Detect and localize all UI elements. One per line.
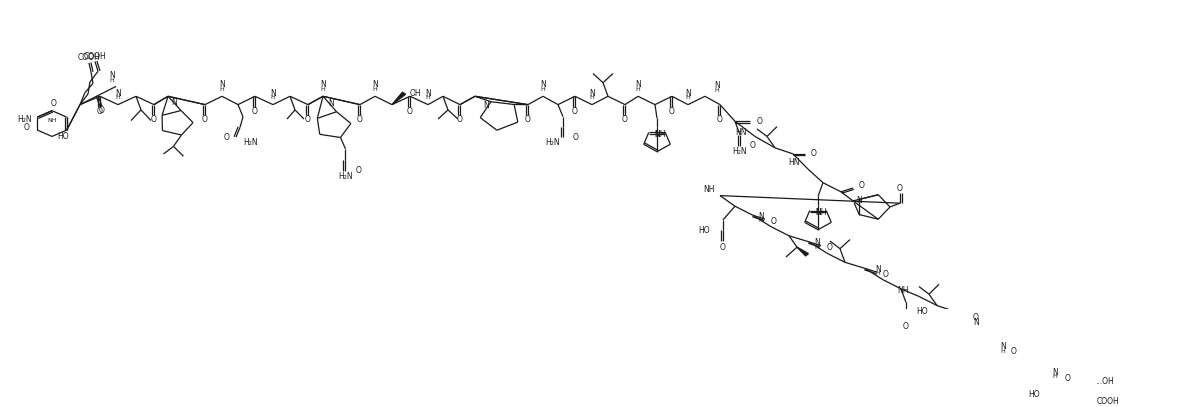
Text: HN: HN: [789, 158, 800, 168]
Text: O: O: [771, 217, 777, 226]
Text: O: O: [224, 133, 230, 142]
Text: O: O: [457, 115, 463, 124]
Polygon shape: [797, 247, 809, 256]
Text: H₂N: H₂N: [338, 173, 353, 182]
Text: H: H: [875, 271, 880, 276]
Text: N: N: [220, 81, 224, 90]
Text: H: H: [758, 218, 763, 223]
Polygon shape: [392, 92, 405, 105]
Text: N: N: [635, 81, 641, 90]
Text: O: O: [757, 117, 763, 126]
Text: NH: NH: [898, 286, 909, 295]
Text: N: N: [483, 101, 489, 110]
Text: N: N: [685, 89, 691, 98]
Text: O: O: [717, 115, 723, 124]
Text: H: H: [541, 87, 546, 92]
Text: H: H: [425, 95, 430, 100]
Text: H: H: [220, 87, 224, 92]
Text: N: N: [814, 238, 820, 247]
Text: O: O: [973, 313, 979, 322]
Text: HN: HN: [736, 128, 748, 137]
Text: N: N: [973, 318, 979, 328]
Text: N: N: [171, 98, 177, 107]
Text: O: O: [407, 107, 413, 116]
Text: HO: HO: [916, 307, 927, 316]
Text: COOH: COOH: [78, 53, 100, 62]
Text: O: O: [24, 123, 30, 132]
Text: H: H: [589, 95, 594, 100]
Text: O: O: [99, 106, 105, 115]
Text: H₂N: H₂N: [732, 147, 748, 156]
Text: O: O: [355, 166, 361, 175]
Text: O: O: [573, 133, 579, 142]
Text: COOH: COOH: [84, 52, 106, 61]
Text: H₂N: H₂N: [243, 138, 257, 147]
Text: N: N: [758, 212, 764, 221]
Text: H: H: [116, 95, 120, 100]
Text: O: O: [97, 107, 103, 116]
Text: O: O: [202, 115, 208, 124]
Polygon shape: [1079, 382, 1090, 392]
Text: N: N: [1000, 342, 1006, 351]
Text: N: N: [270, 89, 276, 98]
Text: N: N: [856, 197, 862, 206]
Text: NH: NH: [815, 208, 827, 217]
Text: O: O: [827, 243, 833, 252]
Text: O: O: [670, 107, 674, 116]
Text: O: O: [357, 115, 363, 124]
Text: H: H: [373, 87, 378, 92]
Text: H₂N: H₂N: [546, 138, 560, 147]
Text: H: H: [110, 78, 115, 83]
Text: O: O: [720, 243, 726, 252]
Text: N: N: [425, 89, 431, 98]
Text: N: N: [320, 81, 326, 90]
Text: H: H: [1052, 374, 1057, 379]
Text: NH: NH: [47, 118, 57, 123]
Text: O: O: [305, 115, 311, 124]
Text: O: O: [883, 270, 889, 279]
Text: H: H: [270, 95, 275, 100]
Text: HO: HO: [57, 132, 68, 141]
Text: H: H: [815, 245, 820, 249]
Text: COOH: COOH: [1097, 396, 1120, 405]
Text: O: O: [1011, 347, 1017, 356]
Text: O: O: [252, 107, 257, 116]
Text: N: N: [815, 208, 821, 217]
Text: HO: HO: [1029, 390, 1039, 400]
Text: H₂N: H₂N: [18, 115, 32, 124]
Text: N: N: [1052, 368, 1058, 377]
Text: O: O: [1065, 374, 1071, 383]
Text: O: O: [526, 115, 531, 124]
Text: H: H: [320, 87, 326, 92]
Text: O: O: [151, 115, 157, 124]
Text: OH: OH: [410, 89, 422, 98]
Text: H: H: [715, 88, 719, 93]
Text: N: N: [328, 99, 334, 108]
Text: N: N: [715, 81, 720, 90]
Text: ...OH: ...OH: [1095, 377, 1114, 386]
Text: N: N: [115, 89, 120, 98]
Text: HO: HO: [698, 226, 710, 235]
Text: H: H: [1000, 348, 1005, 354]
Text: H: H: [635, 87, 640, 92]
Text: NH: NH: [654, 130, 665, 139]
Text: N: N: [589, 89, 595, 98]
Text: NH: NH: [704, 185, 715, 194]
Text: O: O: [51, 99, 57, 108]
Text: N: N: [875, 265, 881, 274]
Text: O: O: [903, 322, 909, 331]
Text: O: O: [622, 115, 628, 124]
Text: O: O: [750, 141, 756, 150]
Text: N: N: [109, 71, 115, 80]
Text: H: H: [686, 95, 691, 100]
Text: O: O: [572, 107, 578, 116]
Text: O: O: [811, 149, 817, 158]
Text: N: N: [540, 81, 546, 90]
Text: N: N: [372, 81, 378, 90]
Text: O: O: [898, 184, 903, 193]
Text: N: N: [654, 130, 660, 139]
Text: O: O: [859, 181, 864, 190]
